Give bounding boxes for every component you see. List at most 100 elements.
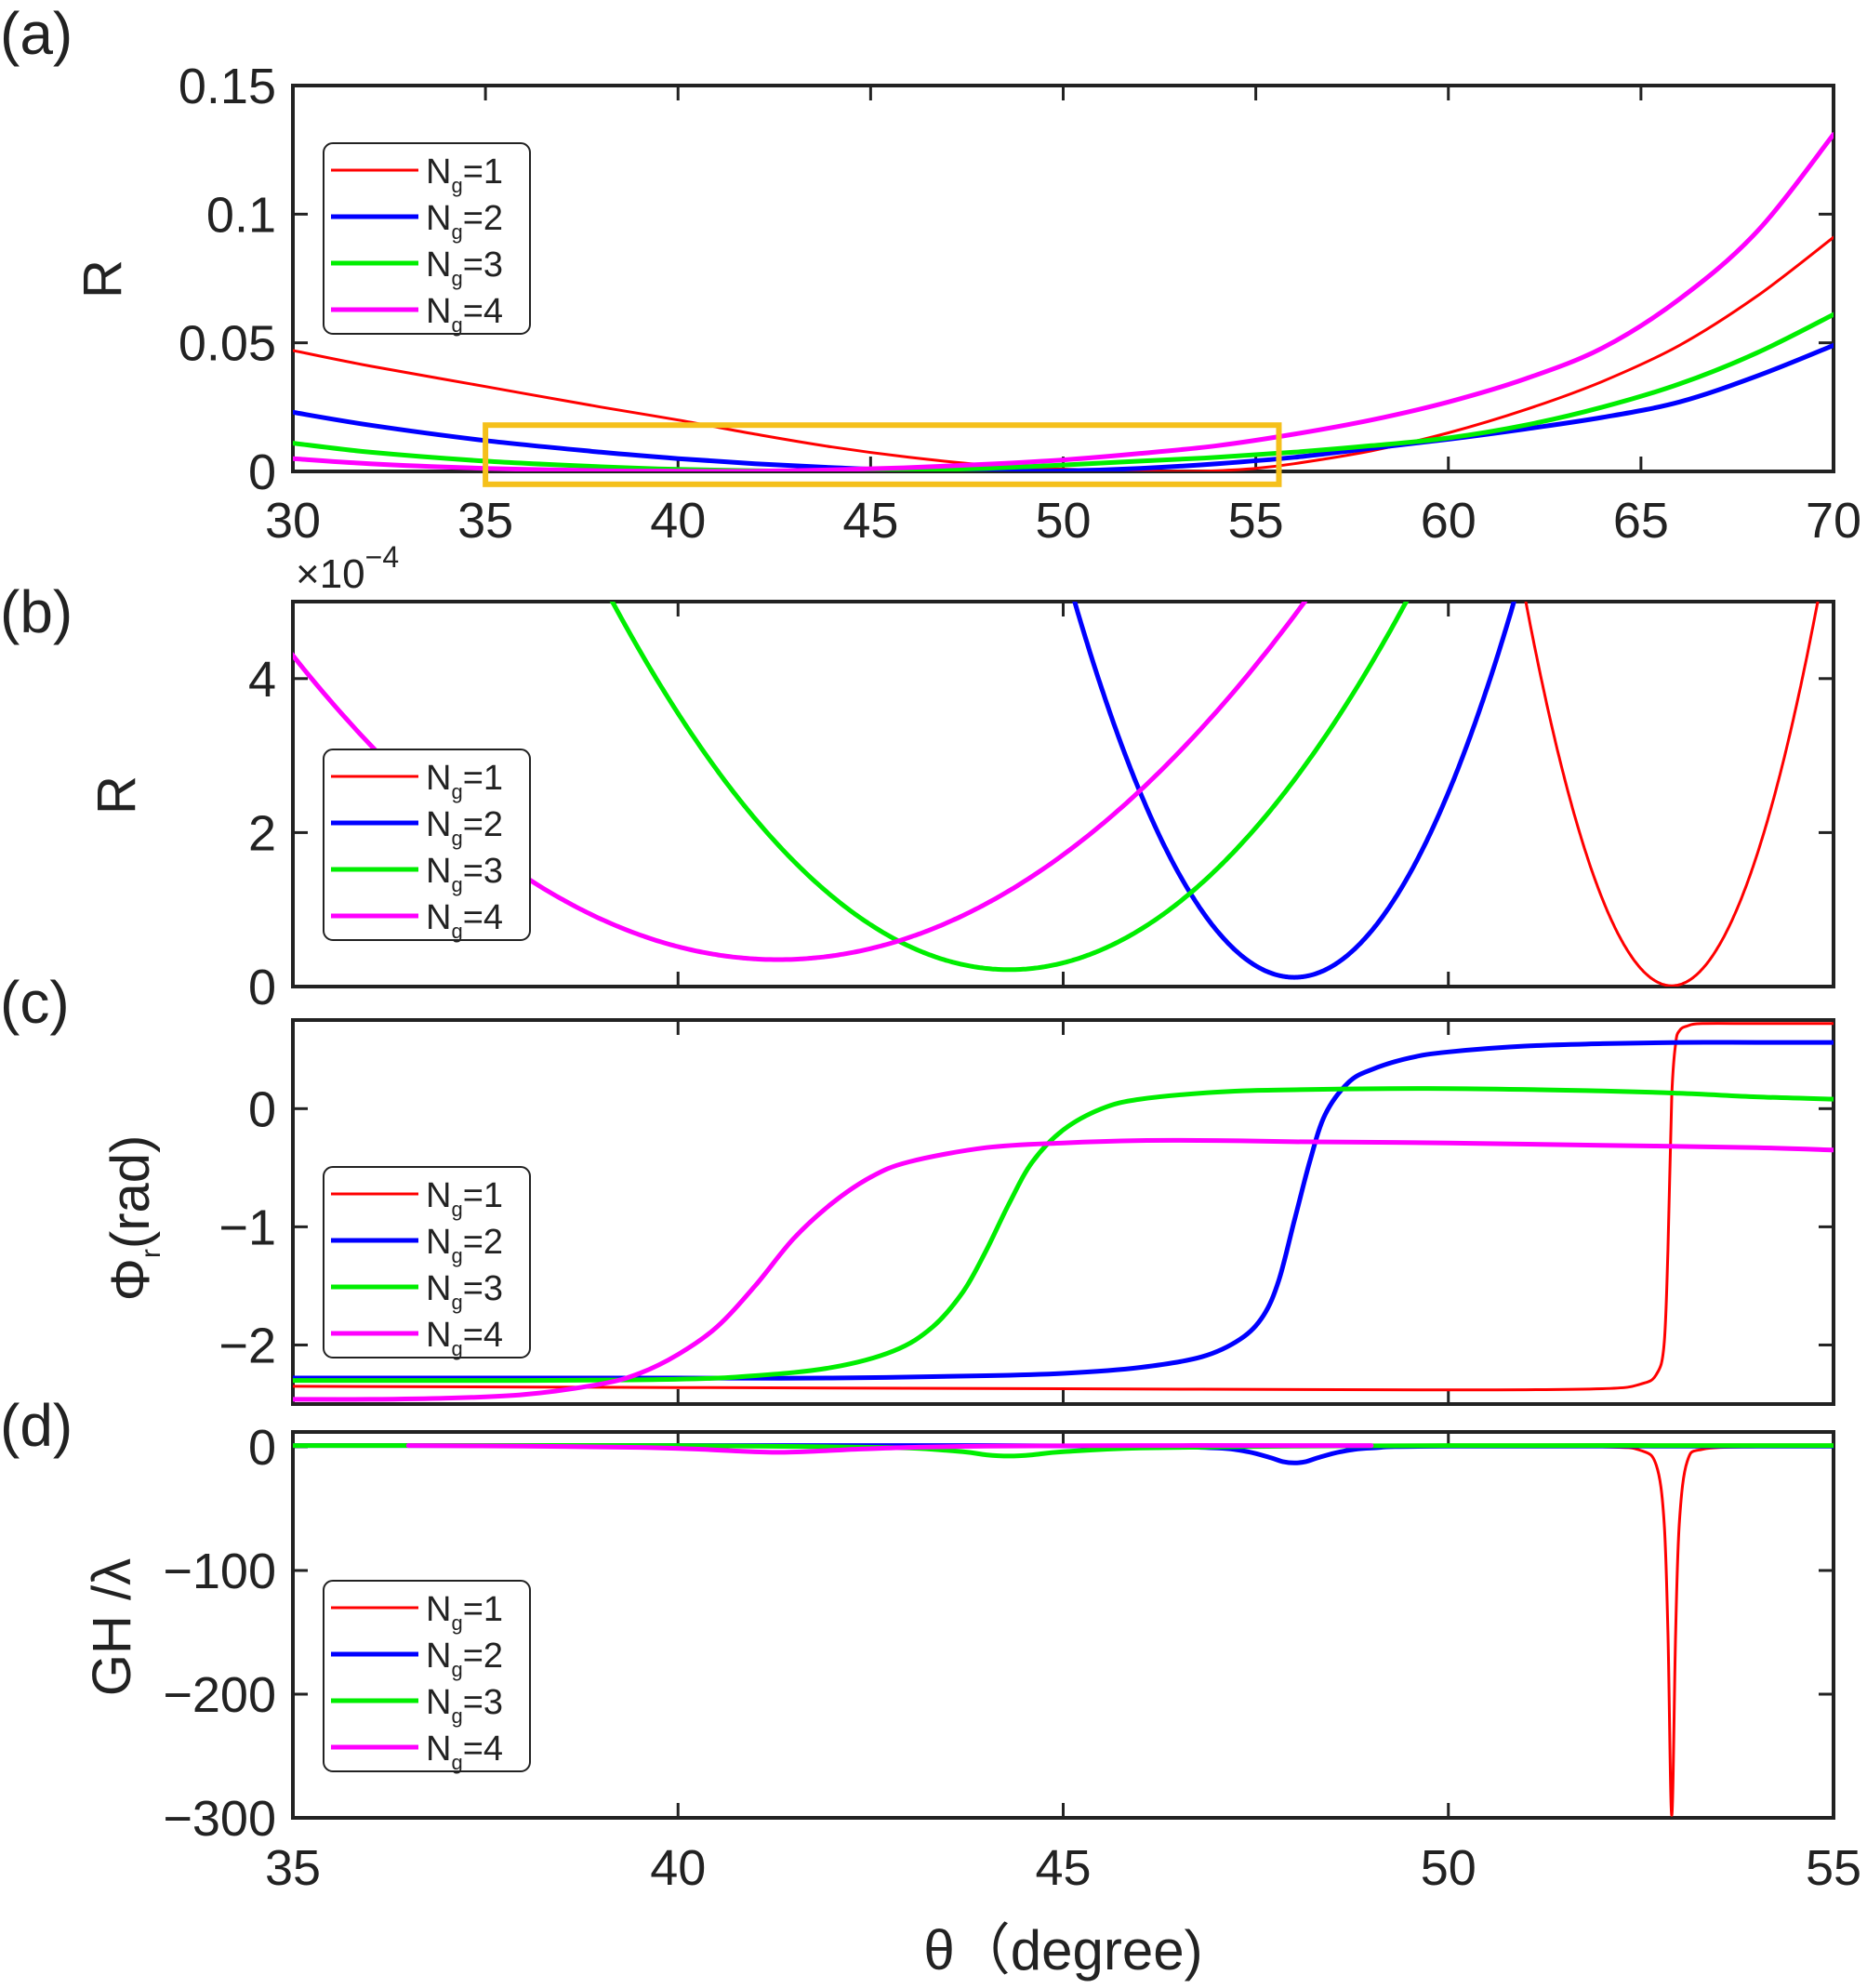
- legend-box: [323, 749, 531, 941]
- legend: Ng=1Ng=2Ng=3Ng=4: [323, 142, 531, 337]
- x-tick-label: 35: [265, 1840, 321, 1896]
- series-line-Ng=1: [293, 235, 1834, 471]
- series-line-Ng=3: [293, 1086, 1834, 1384]
- legend-item: Ng=1: [331, 1176, 503, 1221]
- legend-label: Ng=2: [426, 805, 503, 850]
- panel-b: 0 2 4 (b) R ×10−4 Ng=1Ng=2Ng=3Ng=4: [0, 540, 1835, 1015]
- y-tick-label: 0.15: [179, 59, 276, 114]
- y-tick-label: 4: [248, 652, 276, 708]
- legend-label: Ng=2: [426, 199, 503, 244]
- legend-item: Ng=2: [331, 805, 503, 850]
- legend-item: Ng=2: [331, 1637, 503, 1681]
- panel-label: (b): [0, 578, 73, 645]
- series-line-Ng=4: [293, 132, 1834, 471]
- y-tick-label: −100: [163, 1544, 276, 1599]
- y-axis-label-main: R: [86, 775, 147, 815]
- series-line-Ng=2: [293, 342, 1834, 471]
- series-group: [293, 1022, 1834, 1402]
- y-axis-label: R: [73, 259, 133, 298]
- legend-label: Ng=1: [426, 1176, 503, 1221]
- zoom-region-box: [483, 422, 1282, 487]
- legend-box: [323, 1580, 531, 1772]
- series-line-Ng=4: [405, 1443, 1374, 1455]
- x-tick-label: 30: [265, 493, 321, 549]
- legend-label: Ng=4: [426, 1730, 503, 1774]
- legend: Ng=1Ng=2Ng=3Ng=4: [323, 749, 531, 943]
- axis-exponent: ×10−4: [296, 540, 399, 597]
- legend-label: Ng=1: [426, 1590, 503, 1635]
- legend-label: Ng=3: [426, 1269, 503, 1314]
- panel-c: −2 −1 0 (c) Φr(rad) Ng=1Ng=2Ng=3Ng=4: [0, 969, 1835, 1406]
- legend-item: Ng=4: [331, 1730, 503, 1774]
- x-tick-label: 35: [457, 493, 513, 549]
- x-tick-label: 50: [1421, 1840, 1476, 1896]
- y-tick-label: 0: [248, 1420, 276, 1476]
- legend: Ng=1Ng=2Ng=3Ng=4: [323, 1580, 531, 1774]
- axis-exponent-power: −4: [365, 540, 399, 574]
- x-tick-label: 70: [1806, 493, 1861, 549]
- legend-label: Ng=2: [426, 1223, 503, 1267]
- y-axis-label: Φr(rad): [100, 1135, 166, 1302]
- legend-item: Ng=3: [331, 852, 503, 896]
- x-tick-label: 55: [1806, 1840, 1861, 1896]
- legend-box: [323, 1166, 531, 1358]
- legend-label: Ng=1: [426, 759, 503, 803]
- y-tick-label: −300: [163, 1791, 276, 1847]
- panel-d: 35 40 45 50 55 −300 −200 −100 0 (d) GH /λ θ（degree)…: [0, 1392, 1861, 1981]
- y-axis-label-sub: r: [136, 1249, 166, 1258]
- x-tick-label: 40: [650, 1840, 706, 1896]
- x-tick-label: 65: [1613, 493, 1669, 549]
- x-tick-label: 50: [1035, 493, 1091, 549]
- x-tick-label: 60: [1421, 493, 1476, 549]
- legend-item: Ng=1: [331, 1590, 503, 1635]
- x-tick-label: 45: [1035, 1840, 1091, 1896]
- y-tick-label: 0.05: [179, 316, 276, 372]
- series-line-Ng=3: [293, 1443, 1834, 1459]
- series-line-Ng=2: [1072, 602, 1516, 980]
- legend: Ng=1Ng=2Ng=3Ng=4: [323, 1166, 531, 1360]
- legend-item: Ng=2: [331, 199, 503, 244]
- series-line-Ng=1: [1524, 602, 1820, 987]
- legend-box: [323, 142, 531, 335]
- y-axis-label-suffix: (rad): [100, 1135, 161, 1249]
- legend-item: Ng=3: [331, 1683, 503, 1728]
- legend-item: Ng=4: [331, 292, 503, 337]
- y-axis-label-main: GH /λ: [82, 1558, 142, 1696]
- y-axis-label-main: Φ: [100, 1258, 161, 1301]
- y-tick-label: −2: [218, 1318, 276, 1373]
- y-tick-label: 0: [248, 960, 276, 1015]
- y-axis-label-main: R: [73, 259, 133, 298]
- series-line-Ng=1: [293, 1022, 1834, 1392]
- legend-label: Ng=4: [426, 1316, 503, 1360]
- y-tick-label: 0: [248, 444, 276, 500]
- legend-item: Ng=3: [331, 1269, 503, 1314]
- panel-label: (d): [0, 1392, 73, 1459]
- series-line-Ng=4: [293, 1137, 1834, 1402]
- legend-item: Ng=4: [331, 898, 503, 943]
- y-axis-label: GH /λ: [82, 1558, 142, 1696]
- legend-item: Ng=1: [331, 759, 503, 803]
- legend-item: Ng=4: [331, 1316, 503, 1360]
- panel-label: (a): [0, 0, 73, 67]
- legend-label: Ng=4: [426, 898, 503, 943]
- series-group: [293, 1443, 1834, 1817]
- y-axis-label: R: [86, 775, 147, 815]
- legend-item: Ng=2: [331, 1223, 503, 1267]
- legend-label: Ng=3: [426, 852, 503, 896]
- x-tick-label: 45: [842, 493, 898, 549]
- x-axis-label: θ（degree): [923, 1919, 1202, 1981]
- y-tick-label: 2: [248, 805, 276, 861]
- series-line-Ng=3: [293, 311, 1834, 471]
- x-tick-label: 40: [650, 493, 706, 549]
- series-line-Ng=2: [293, 1040, 1834, 1381]
- panel-label: (c): [0, 969, 70, 1036]
- legend-label: Ng=1: [426, 152, 503, 197]
- y-tick-label: 0: [248, 1081, 276, 1137]
- legend-label: Ng=3: [426, 1683, 503, 1728]
- y-tick-label: −1: [218, 1199, 276, 1255]
- y-tick-label: −200: [163, 1667, 276, 1723]
- x-tick-label: 55: [1228, 493, 1284, 549]
- panel-a: 30 35 40 45 50 55 60 65 7000.050.10.15(a)RNg=1Ng…: [0, 0, 1861, 549]
- legend-item: Ng=3: [331, 245, 503, 290]
